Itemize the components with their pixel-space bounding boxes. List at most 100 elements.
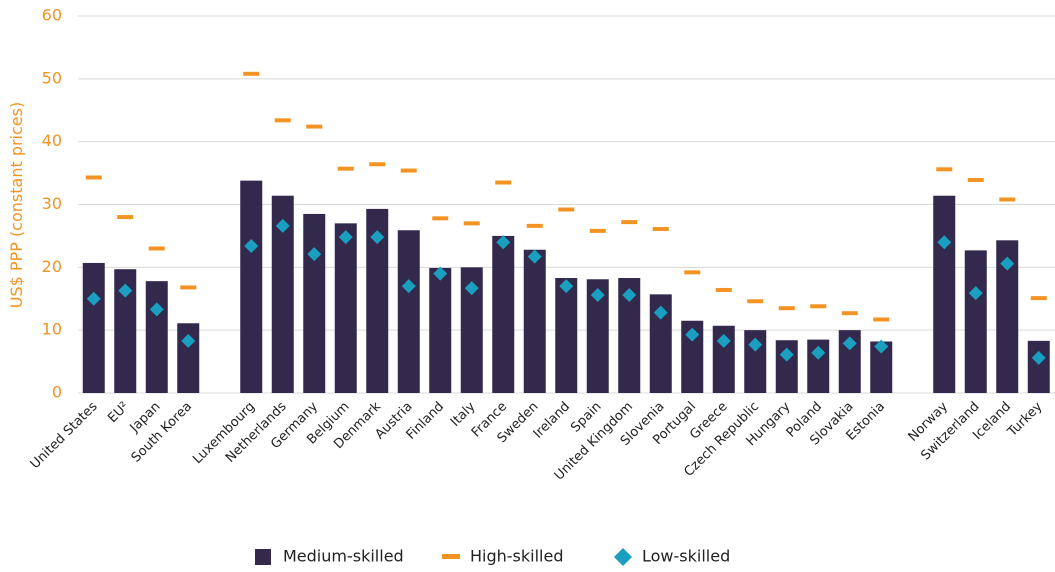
high-marker xyxy=(778,306,795,311)
bar xyxy=(271,195,294,393)
bar xyxy=(334,223,357,393)
bar xyxy=(303,213,326,393)
high-marker xyxy=(85,175,102,180)
legend-label: High-skilled xyxy=(470,547,563,566)
low-marker xyxy=(370,230,385,245)
x-tick-label: United States xyxy=(28,399,101,472)
high-marker xyxy=(337,166,354,171)
bar xyxy=(712,325,735,393)
bar xyxy=(397,230,420,393)
low-marker xyxy=(559,279,574,294)
high-marker xyxy=(369,162,386,167)
legend-swatch xyxy=(614,548,632,566)
y-tick-label: 0 xyxy=(52,383,62,402)
low-marker xyxy=(874,339,889,354)
bar xyxy=(618,278,641,393)
y-tick-label: 20 xyxy=(42,257,62,276)
high-marker xyxy=(463,221,480,226)
bar xyxy=(870,341,893,393)
bar xyxy=(145,281,168,393)
legend-swatch xyxy=(255,549,271,565)
low-marker xyxy=(1000,256,1015,271)
y-tick-label: 40 xyxy=(42,131,62,150)
low-marker xyxy=(527,249,542,264)
bar xyxy=(996,240,1019,393)
high-marker xyxy=(589,228,606,233)
high-marker xyxy=(684,270,701,275)
high-marker xyxy=(117,215,134,220)
low-marker xyxy=(653,305,668,320)
high-marker xyxy=(810,304,827,309)
x-tick-label: EU² xyxy=(105,399,132,426)
low-marker xyxy=(149,302,164,317)
legend-label: Medium-skilled xyxy=(283,547,404,566)
low-marker xyxy=(748,337,763,352)
low-marker xyxy=(401,279,416,294)
high-marker xyxy=(148,246,165,251)
low-marker xyxy=(842,336,857,351)
high-marker xyxy=(306,124,323,129)
low-marker xyxy=(1031,350,1046,365)
low-marker xyxy=(338,230,353,245)
bar xyxy=(492,235,515,393)
bar xyxy=(460,267,483,393)
low-marker xyxy=(275,218,290,233)
bar xyxy=(177,323,200,393)
low-marker xyxy=(181,333,196,348)
low-marker xyxy=(968,286,983,301)
bar xyxy=(523,249,546,393)
high-marker xyxy=(495,180,512,185)
high-marker xyxy=(715,287,732,292)
high-marker xyxy=(400,168,417,173)
bar xyxy=(1027,340,1050,393)
low-marker xyxy=(118,283,133,298)
y-tick-label: 30 xyxy=(42,194,62,213)
x-tick-label: Turkey xyxy=(1004,399,1045,440)
low-marker xyxy=(685,327,700,342)
bar xyxy=(240,180,263,393)
high-marker xyxy=(841,311,858,316)
y-tick-label: 50 xyxy=(42,68,62,87)
bar xyxy=(649,294,672,393)
bar xyxy=(555,278,578,393)
y-axis-label: US$ PPP (constant prices) xyxy=(7,102,26,308)
bar xyxy=(681,320,704,393)
low-marker xyxy=(244,238,259,253)
low-marker xyxy=(716,333,731,348)
high-marker xyxy=(873,317,890,322)
high-marker xyxy=(936,167,953,172)
bar xyxy=(838,330,861,393)
bar xyxy=(429,267,452,393)
high-marker xyxy=(526,223,543,228)
high-marker xyxy=(1030,296,1047,301)
y-tick-label: 60 xyxy=(42,6,62,25)
low-marker xyxy=(433,266,448,281)
high-marker xyxy=(243,71,260,76)
bar xyxy=(964,250,987,393)
high-marker xyxy=(652,227,669,232)
low-marker xyxy=(590,287,605,302)
bar xyxy=(933,195,956,393)
bar xyxy=(586,279,609,393)
high-marker xyxy=(558,207,575,212)
high-marker xyxy=(180,285,197,290)
high-marker xyxy=(967,177,984,182)
low-marker xyxy=(307,247,322,262)
high-marker xyxy=(621,220,638,225)
bar xyxy=(366,208,389,393)
high-marker xyxy=(999,197,1016,202)
low-marker xyxy=(811,345,826,360)
low-marker xyxy=(464,281,479,296)
low-marker xyxy=(86,291,101,306)
low-marker xyxy=(496,235,511,250)
legend-label: Low-skilled xyxy=(642,547,730,566)
low-marker xyxy=(937,235,952,250)
bar xyxy=(114,269,137,393)
bar xyxy=(82,262,105,393)
low-marker xyxy=(779,347,794,362)
high-marker xyxy=(747,299,764,304)
legend-swatch xyxy=(442,554,460,559)
high-marker xyxy=(274,118,291,123)
high-marker xyxy=(432,216,449,221)
